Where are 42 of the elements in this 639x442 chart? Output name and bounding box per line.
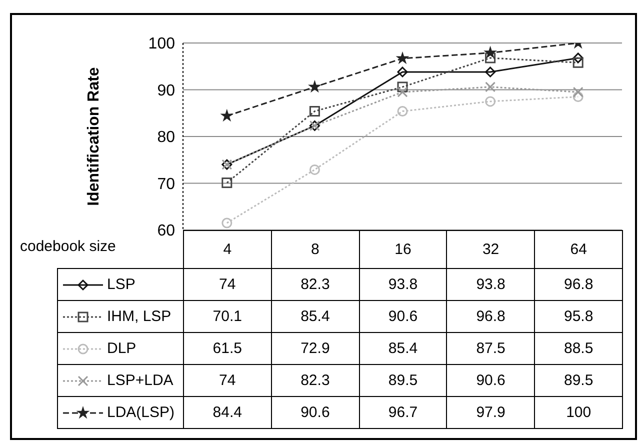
data-label: 95.8 [534,300,623,333]
data-label: 90.6 [446,364,536,397]
x-tick-label: 16 [358,230,448,268]
data-label: 84.4 [183,396,272,429]
data-label: 90.6 [270,396,360,429]
legend-label: LDA(LSP) [107,404,175,421]
data-label: 93.8 [358,268,448,301]
x-tick-label: 8 [270,230,360,268]
data-label: 87.5 [446,332,536,365]
data-label: 82.3 [270,268,360,301]
legend-label: LSP+LDA [107,372,174,389]
data-label: 85.4 [270,300,360,333]
data-label: 96.7 [358,396,448,429]
data-label: 70.1 [183,300,272,333]
data-label: 88.5 [534,332,623,365]
legend-label: DLP [107,340,136,357]
x-tick-label: 32 [446,230,536,268]
data-label: 96.8 [446,300,536,333]
x-axis-title: codebook size [20,238,116,254]
y-tick-label: 100 [148,36,176,53]
data-label: 74 [183,268,272,301]
y-tick-label: 70 [157,176,176,193]
data-label: 72.9 [270,332,360,365]
data-label: 89.5 [358,364,448,397]
y-tick-label: 90 [157,82,176,100]
data-label: 61.5 [183,332,272,365]
y-axis-title: Identification Rate [86,67,103,206]
data-label: 93.8 [446,268,536,301]
data-label: 89.5 [534,364,623,397]
data-label: 85.4 [358,332,448,365]
legend-label: LSP [107,276,136,293]
data-label: 97.9 [446,396,536,429]
y-tick-label: 60 [157,222,176,240]
data-label: 100 [534,396,623,429]
y-tick-label: 80 [157,129,176,146]
x-tick-label: 4 [183,230,272,268]
legend-label: IHM, LSP [107,308,172,325]
data-label: 96.8 [534,268,623,301]
x-tick-label: 64 [534,230,623,268]
data-label: 82.3 [270,364,360,397]
data-label: 74 [183,364,272,397]
data-label: 90.6 [358,300,448,333]
